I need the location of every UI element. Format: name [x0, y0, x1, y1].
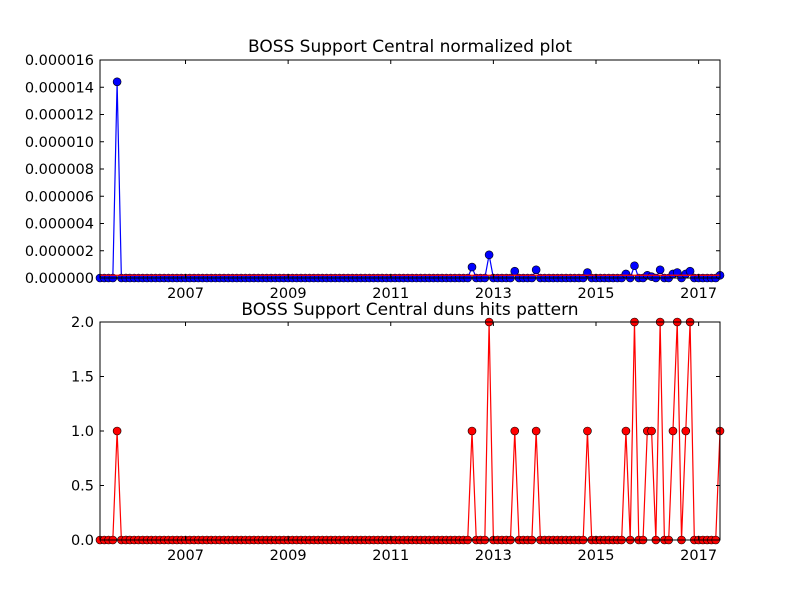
- normalized-plot-y-tick-label: 0.000002: [25, 244, 94, 260]
- normalized-plot-series-0-point: [531, 265, 541, 275]
- hits-pattern-x-tick-label: 2013: [475, 548, 512, 564]
- hits-pattern-ticks: 0.0 0.5 1.0 1.5 2.0 2007 2009 2011 2013 2015 2017: [71, 315, 720, 564]
- normalized-plot-x-tick-label: 2017: [680, 286, 717, 302]
- hits-pattern-x-tick-label: 2009: [270, 548, 307, 564]
- hits-pattern-series-0-point: [583, 426, 592, 436]
- hits-pattern-axes: BOSS Support Central duns hits pattern 0…: [71, 300, 725, 564]
- normalized-plot-title: BOSS Support Central normalized plot: [248, 37, 572, 57]
- normalized-plot-y-tick-label: 0.000010: [25, 135, 94, 151]
- normalized-plot-series-0-point: [630, 261, 639, 271]
- hits-pattern-series-0-point: [467, 426, 477, 436]
- normalized-plot-y-tick-label: 0.000012: [25, 108, 94, 124]
- hits-pattern-x-tick-label: 2007: [167, 548, 204, 564]
- normalized-plot-x-tick-label: 2009: [270, 286, 307, 302]
- normalized-plot-series-0-point: [484, 250, 494, 260]
- normalized-plot-series-0-point: [112, 77, 122, 87]
- normalized-plot-ticks: 0.000000 0.000002 0.000004 0.000006 0.000008…: [25, 53, 720, 302]
- normalized-plot-series-0-point: [467, 262, 477, 272]
- hits-pattern-y-tick-label: 1.5: [71, 370, 94, 386]
- hits-pattern-series-0-point: [531, 426, 541, 436]
- hits-pattern-series-0-point: [621, 426, 631, 436]
- normalized-plot-x-tick-label: 2015: [578, 286, 615, 302]
- hits-pattern-title: BOSS Support Central duns hits pattern: [241, 300, 578, 320]
- hits-pattern-series-0-point: [681, 426, 691, 436]
- normalized-plot-frame: [99, 59, 721, 279]
- hits-pattern-y-tick-label: 0.0: [71, 533, 94, 549]
- hits-pattern-series-0-point: [112, 426, 122, 436]
- hits-pattern-series-0-point: [647, 426, 656, 436]
- normalized-plot-y-tick-label: 0.000004: [25, 217, 94, 233]
- normalized-plot-y-tick-label: 0.000008: [25, 162, 94, 178]
- normalized-plot-x-tick-label: 2013: [475, 286, 512, 302]
- hits-pattern-x-tick-label: 2011: [372, 548, 409, 564]
- normalized-plot-x-tick-label: 2007: [167, 286, 204, 302]
- hits-pattern-series-0-point: [668, 426, 678, 436]
- hits-pattern-y-tick-label: 1.0: [71, 424, 94, 440]
- hits-pattern-y-tick-label: 2.0: [71, 315, 94, 331]
- hits-pattern-x-tick-label: 2015: [578, 548, 615, 564]
- hits-pattern-x-tick-label: 2017: [680, 548, 717, 564]
- normalized-plot-y-tick-label: 0.000000: [25, 271, 94, 287]
- normalized-plot-x-tick-label: 2011: [372, 286, 409, 302]
- hits-pattern-y-tick-label: 0.5: [71, 479, 94, 495]
- normalized-plot-y-tick-label: 0.000006: [25, 189, 94, 205]
- normalized-plot-y-tick-label: 0.000016: [25, 53, 94, 69]
- hits-pattern-frame: [99, 321, 721, 541]
- hits-pattern-series-0-point: [510, 426, 520, 436]
- normalized-plot-y-tick-label: 0.000014: [25, 80, 94, 96]
- normalized-plot-series-0-point: [655, 265, 665, 275]
- normalized-plot-axes: BOSS Support Central normalized plot 0.0…: [25, 37, 725, 302]
